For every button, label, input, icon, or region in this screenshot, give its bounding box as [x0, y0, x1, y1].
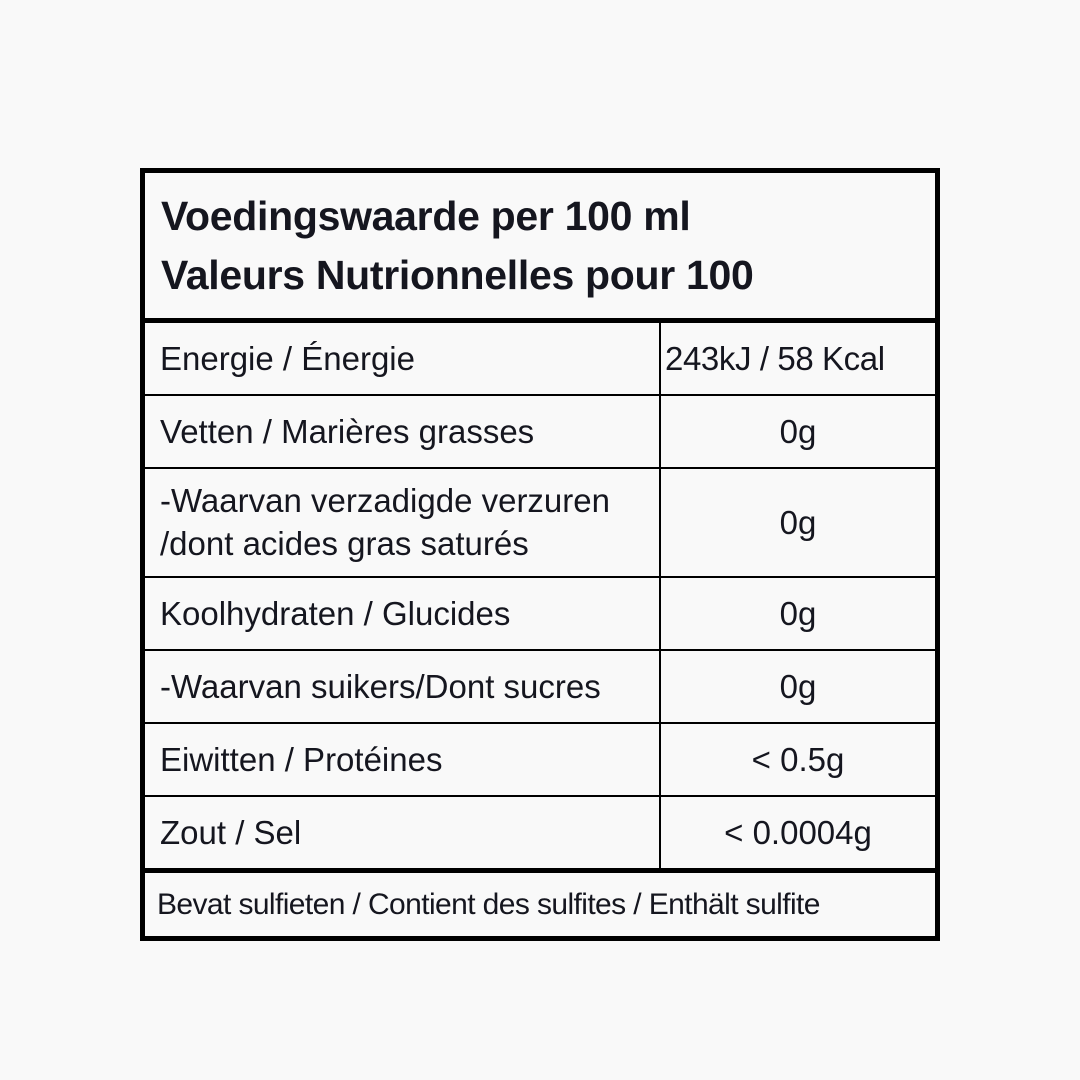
nutrient-label-cell: Zout / Sel — [145, 796, 661, 868]
table-row: Energie / Énergie 243kJ / 58 Kcal — [145, 322, 935, 396]
table-row: Zout / Sel < 0.0004g — [145, 796, 935, 868]
allergen-note: Bevat sulfieten / Contient des sulfites … — [145, 867, 935, 936]
nutrient-label-cell: Vetten / Marières grasses — [145, 395, 661, 467]
nutrient-label-line-secondary: /dont acides gras saturés — [160, 525, 529, 563]
table-row: Koolhydraten / Glucides 0g — [145, 577, 935, 651]
nutrient-label-cell: Energie / Énergie — [145, 322, 661, 394]
nutrient-label-line: -Waarvan suikers/Dont sucres — [160, 667, 601, 705]
nutrient-label-cell: Eiwitten / Protéines — [145, 723, 661, 795]
nutrition-facts-table: Voedingswaarde per 100 ml Valeurs Nutrio… — [140, 168, 940, 941]
nutrient-value-cell: < 0.0004g — [724, 813, 872, 851]
nutrient-label-line: Koolhydraten / Glucides — [160, 594, 511, 632]
table-row: Vetten / Marières grasses 0g — [145, 395, 935, 469]
nutrient-label-cell: Koolhydraten / Glucides — [145, 577, 661, 649]
nutrient-value-cell: 0g — [779, 503, 817, 541]
table-row: Eiwitten / Protéines < 0.5g — [145, 723, 935, 797]
nutrient-value-cell: 243kJ / 58 Kcal — [665, 339, 885, 377]
table-row: -Waarvan verzadigde verzuren /dont acide… — [145, 468, 935, 578]
table-row: -Waarvan suikers/Dont sucres 0g — [145, 650, 935, 724]
header-title-nl: Voedingswaarde per 100 ml — [161, 193, 691, 239]
nutrient-value-cell: 0g — [779, 667, 817, 705]
nutrient-value-cell: 0g — [779, 594, 817, 632]
nutrient-label-line: Eiwitten / Protéines — [160, 740, 443, 778]
nutrient-label-cell: -Waarvan suikers/Dont sucres — [145, 650, 661, 722]
header-title-fr: Valeurs Nutrionnelles pour 100 — [161, 252, 754, 299]
nutrient-label-line: Vetten / Marières grasses — [160, 412, 535, 450]
nutrient-label-cell: -Waarvan verzadigde verzuren /dont acide… — [145, 468, 661, 576]
nutrition-rows: Energie / Énergie 243kJ / 58 Kcal Vetten… — [145, 322, 935, 868]
nutrition-table-header: Voedingswaarde per 100 ml Valeurs Nutrio… — [145, 173, 935, 323]
nutrient-label-line: -Waarvan verzadigde verzuren — [160, 481, 610, 519]
nutrient-label-line: Zout / Sel — [160, 813, 302, 851]
nutrient-value-cell: < 0.5g — [751, 740, 845, 778]
nutrient-label-line: Energie / Énergie — [160, 339, 415, 377]
nutrient-value-cell: 0g — [779, 412, 817, 450]
